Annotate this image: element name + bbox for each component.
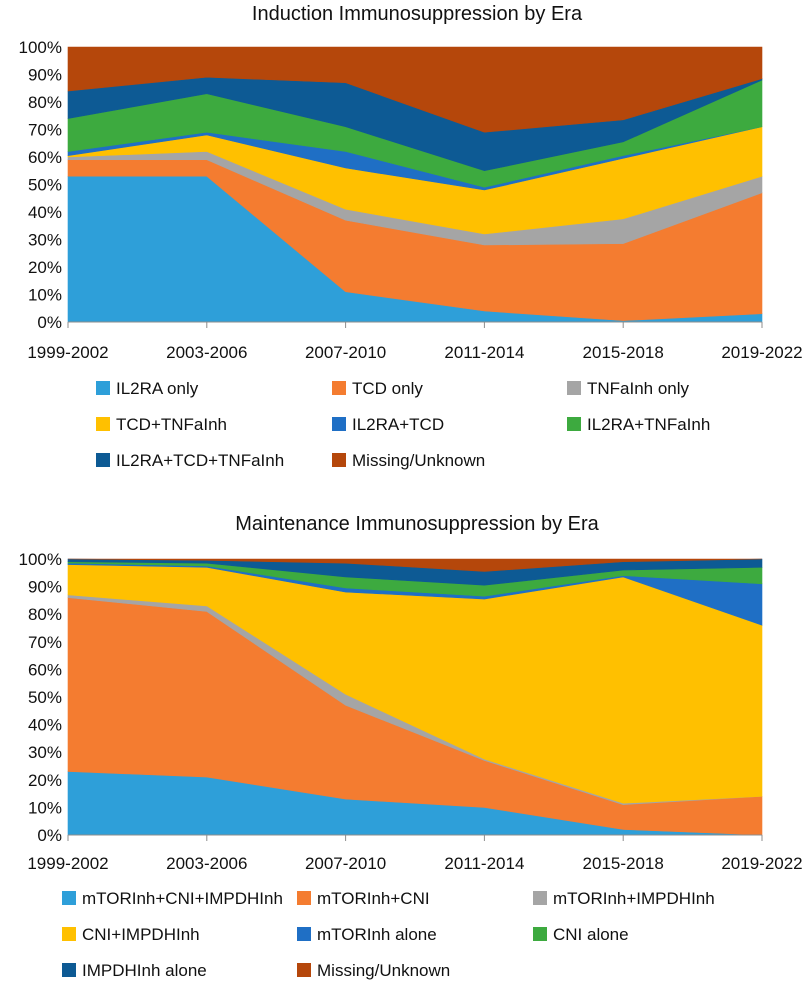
- legend-swatch: [62, 927, 76, 941]
- legend-label: CNI alone: [553, 925, 629, 944]
- y-tick-label: 80%: [28, 93, 62, 112]
- legend-label: IL2RA+TCD+TNFaInh: [116, 451, 284, 470]
- x-tick-label: 2003-2006: [166, 854, 247, 873]
- y-tick-label: 70%: [28, 633, 62, 652]
- legend-swatch: [297, 927, 311, 941]
- x-tick-label: 2015-2018: [583, 854, 664, 873]
- legend-item: TCD only: [332, 379, 423, 398]
- legend-item: mTORInh alone: [297, 925, 437, 944]
- y-tick-label: 20%: [28, 258, 62, 277]
- x-tick-label: 1999-2002: [27, 854, 108, 873]
- y-tick-label: 30%: [28, 231, 62, 250]
- y-tick-label: 50%: [28, 176, 62, 195]
- area-series-group: [67, 558, 763, 836]
- x-tick-label: 2019-2022: [721, 343, 802, 362]
- chart-title: Maintenance Immunosuppression by Era: [235, 513, 599, 535]
- y-tick-label: 60%: [28, 660, 62, 679]
- legend-item: IL2RA+TNFaInh: [567, 415, 710, 434]
- legend-label: TCD only: [352, 379, 423, 398]
- legend-item: Missing/Unknown: [332, 451, 485, 470]
- x-tick-label: 2007-2010: [305, 854, 386, 873]
- y-tick-label: 100%: [19, 38, 62, 57]
- legend-item: mTORInh+CNI: [297, 889, 430, 908]
- legend-label: IMPDHInh alone: [82, 961, 207, 980]
- x-tick-label: 2003-2006: [166, 343, 247, 362]
- legend-label: mTORInh+CNI: [317, 889, 430, 908]
- x-tick-label: 2011-2014: [444, 343, 524, 362]
- y-axis: 0% 10% 20% 30% 40% 50% 60% 70% 80% 90% 100%: [19, 38, 62, 332]
- y-tick-label: 100%: [19, 550, 62, 569]
- legend-item: mTORInh+IMPDHInh: [533, 889, 715, 908]
- legend: mTORInh+CNI+IMPDHInh mTORInh+CNI mTORInh+I…: [62, 889, 715, 980]
- maintenance-chart: Maintenance Immunosuppression by Era 0%1…: [19, 513, 803, 980]
- legend-label: Missing/Unknown: [317, 961, 450, 980]
- y-tick-label: 0%: [37, 826, 62, 845]
- legend-label: Missing/Unknown: [352, 451, 485, 470]
- legend-item: IMPDHInh alone: [62, 961, 207, 980]
- legend-item: CNI alone: [533, 925, 629, 944]
- y-tick-label: 90%: [28, 66, 62, 85]
- y-tick-label: 90%: [28, 578, 62, 597]
- legend-swatch: [567, 381, 581, 395]
- x-tick-label: 2007-2010: [305, 343, 386, 362]
- x-tick-label: 1999-2002: [27, 343, 108, 362]
- y-axis: 0% 10% 20% 30% 40% 50% 60% 70% 80% 90% 100%: [19, 550, 62, 845]
- y-tick-label: 80%: [28, 605, 62, 624]
- legend-item: TNFaInh only: [567, 379, 690, 398]
- area-missing-unknown: [67, 46, 763, 133]
- legend-label: CNI+IMPDHInh: [82, 925, 200, 944]
- y-tick-label: 40%: [28, 203, 62, 222]
- x-tick-label: 2015-2018: [583, 343, 664, 362]
- legend-swatch: [533, 891, 547, 905]
- area-missing-unknown: [67, 558, 763, 572]
- legend-swatch: [297, 891, 311, 905]
- legend-label: IL2RA+TNFaInh: [587, 415, 710, 434]
- induction-chart: Induction Immunosuppression by Era 0% 10%…: [19, 3, 803, 470]
- x-tick-label: 2019-2022: [721, 854, 802, 873]
- legend-label: IL2RA+TCD: [352, 415, 444, 434]
- legend: IL2RA only TCD only TNFaInh only TCD+TNFaIn…: [96, 379, 710, 470]
- legend-label: IL2RA only: [116, 379, 199, 398]
- y-tick-label: 20%: [28, 771, 62, 790]
- legend-item: mTORInh+CNI+IMPDHInh: [62, 889, 283, 908]
- y-tick-label: 60%: [28, 148, 62, 167]
- area-series-group: [67, 46, 763, 323]
- legend-swatch: [567, 417, 581, 431]
- legend-item: CNI+IMPDHInh: [62, 925, 200, 944]
- legend-swatch: [332, 417, 346, 431]
- y-tick-label: 50%: [28, 688, 62, 707]
- legend-label: mTORInh alone: [317, 925, 437, 944]
- legend-label: mTORInh+CNI+IMPDHInh: [82, 889, 283, 908]
- legend-label: TCD+TNFaInh: [116, 415, 227, 434]
- legend-item: TCD+TNFaInh: [96, 415, 227, 434]
- y-tick-label: 0%: [37, 313, 62, 332]
- legend-item: Missing/Unknown: [297, 961, 450, 980]
- legend-swatch: [96, 417, 110, 431]
- legend-swatch: [96, 381, 110, 395]
- legend-swatch: [62, 891, 76, 905]
- legend-label: mTORInh+IMPDHInh: [553, 889, 715, 908]
- y-tick-label: 10%: [28, 286, 62, 305]
- y-tick-label: 10%: [28, 798, 62, 817]
- x-axis: 1999-2002 2003-2006 2007-2010 2011-2014 2015…: [27, 834, 803, 873]
- y-tick-label: 40%: [28, 716, 62, 735]
- legend-item: IL2RA+TCD+TNFaInh: [96, 451, 284, 470]
- legend-swatch: [62, 963, 76, 977]
- y-tick-label: 70%: [28, 121, 62, 140]
- legend-swatch: [297, 963, 311, 977]
- legend-swatch: [332, 453, 346, 467]
- legend-item: IL2RA only: [96, 379, 199, 398]
- chart-title: Induction Immunosuppression by Era: [252, 3, 583, 25]
- x-tick-label: 2011-2014: [444, 854, 524, 873]
- y-tick-label: 30%: [28, 743, 62, 762]
- legend-item: IL2RA+TCD: [332, 415, 444, 434]
- legend-swatch: [96, 453, 110, 467]
- legend-swatch: [332, 381, 346, 395]
- legend-label: TNFaInh only: [587, 379, 690, 398]
- legend-swatch: [533, 927, 547, 941]
- x-axis: 1999-2002 2003-2006 2007-2010 2011-2014 2015…: [27, 321, 803, 362]
